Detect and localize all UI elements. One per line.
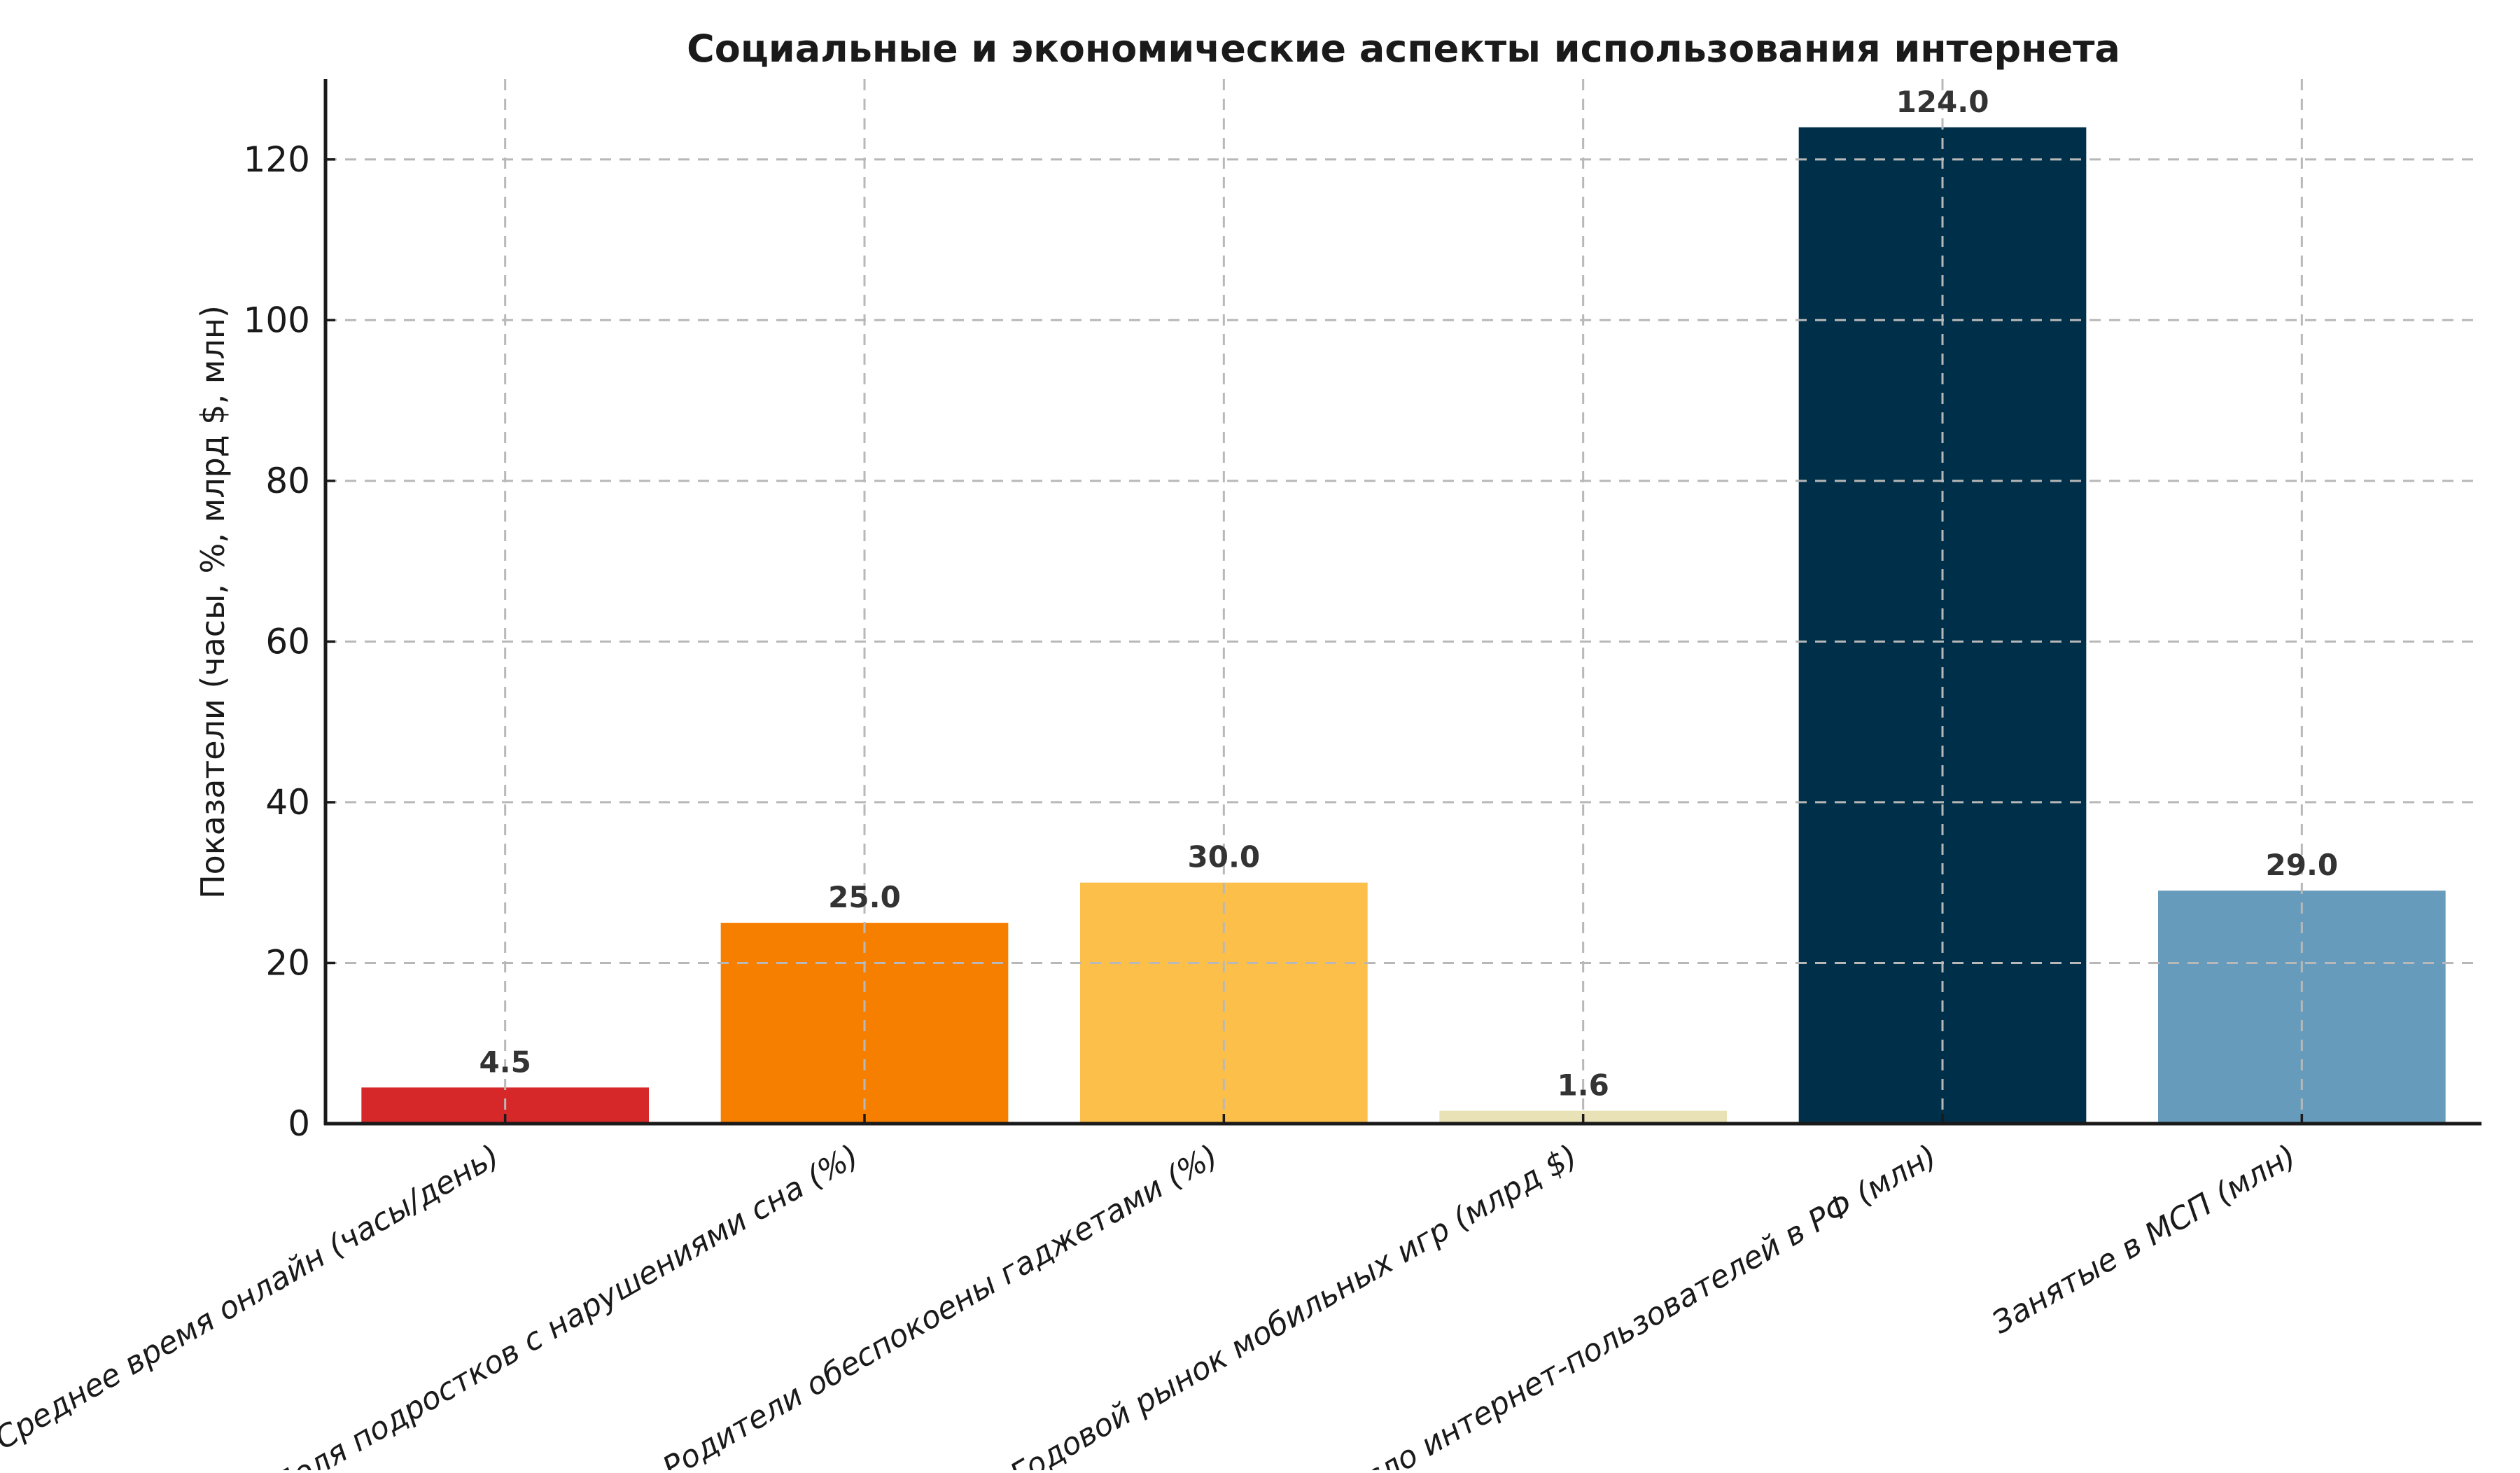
x-category-label-5: Занятые в МСП (млн) (1986, 1138, 2302, 1341)
bar-value-label-3: 1.6 (1557, 1068, 1609, 1103)
bar-value-label-5: 29.0 (2266, 848, 2339, 882)
axes-layer (323, 79, 2482, 1126)
x-category-label-4: Число интернет-пользователей в РФ (млн) (1323, 1138, 1943, 1470)
gridlines-layer (326, 79, 2482, 1124)
y-axis-label: Показатели (часы, %, млрд $, млн) (194, 305, 232, 899)
bar-4 (1798, 127, 2087, 1124)
y-tick-label-4: 80 (265, 461, 310, 501)
bars-layer (361, 127, 2446, 1124)
bar-value-label-4: 124.0 (1896, 85, 1989, 119)
y-tick-label-0: 0 (288, 1103, 310, 1144)
y-tick-label-5: 100 (244, 300, 310, 340)
y-tick-label-6: 120 (244, 139, 310, 180)
y-tick-label-2: 40 (265, 782, 310, 823)
y-tick-label-3: 60 (265, 621, 310, 662)
chart-title: Социальные и экономические аспекты испол… (687, 27, 2120, 71)
bar-value-label-0: 4.5 (479, 1045, 531, 1079)
bar-value-label-2: 30.0 (1188, 840, 1261, 874)
y-tick-label-1: 20 (265, 942, 310, 983)
bar-value-label-1: 25.0 (828, 880, 901, 914)
